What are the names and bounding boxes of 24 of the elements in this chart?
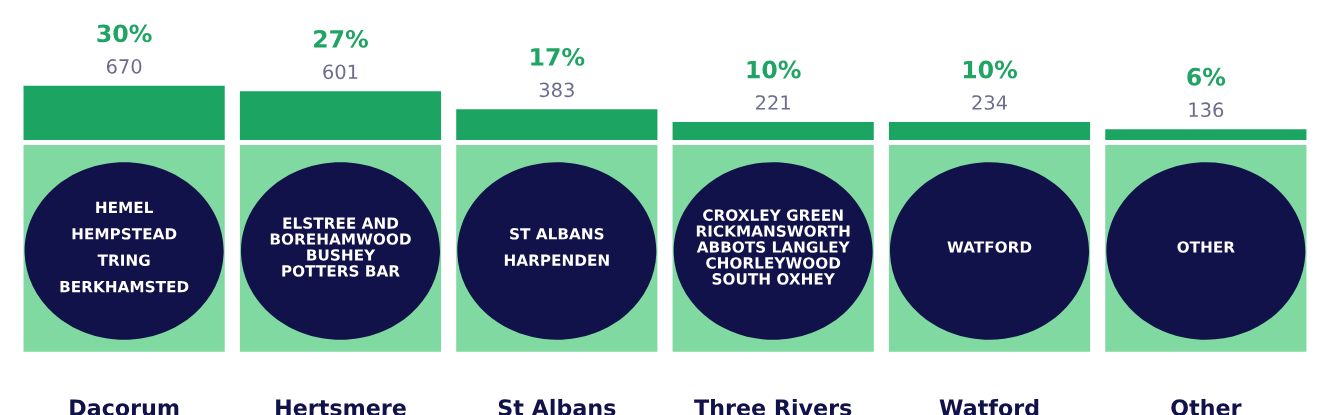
text: OTHER bbox=[1177, 241, 1235, 253]
data-label: 17% bbox=[531, 47, 585, 66]
data-label: 30% bbox=[97, 24, 152, 43]
annotation: 136 bbox=[1189, 102, 1224, 118]
text: ELSTREE AND BOREHAMWOOD BUSHEY POTTERS BAR bbox=[270, 217, 411, 277]
data-label: 6% bbox=[1187, 67, 1226, 86]
bar bbox=[1105, 129, 1307, 140]
text: HEMEL HEMPSTEAD TRING BERKHAMSTED bbox=[60, 201, 189, 293]
annotation: 601 bbox=[323, 64, 358, 80]
annotation: 221 bbox=[756, 95, 790, 110]
data-label: 10% bbox=[747, 60, 801, 79]
data-label: 27% bbox=[314, 29, 368, 48]
text: ST ALBANS HARPENDEN bbox=[504, 228, 609, 266]
text: CROXLEY GREEN RICKMANSWORTH ABBOTS LANGLEY CHORLEYWOOD SOUTH OXHEY bbox=[696, 209, 850, 285]
bar bbox=[239, 91, 442, 140]
bar bbox=[888, 121, 1091, 140]
annotation: 234 bbox=[972, 95, 1007, 110]
data-label: 10% bbox=[963, 60, 1018, 79]
bar bbox=[456, 109, 658, 140]
text: WATFORD bbox=[947, 241, 1032, 253]
annotation: 670 bbox=[106, 59, 142, 74]
annotation: 383 bbox=[539, 82, 574, 98]
bar bbox=[672, 121, 874, 140]
bar bbox=[23, 85, 225, 140]
